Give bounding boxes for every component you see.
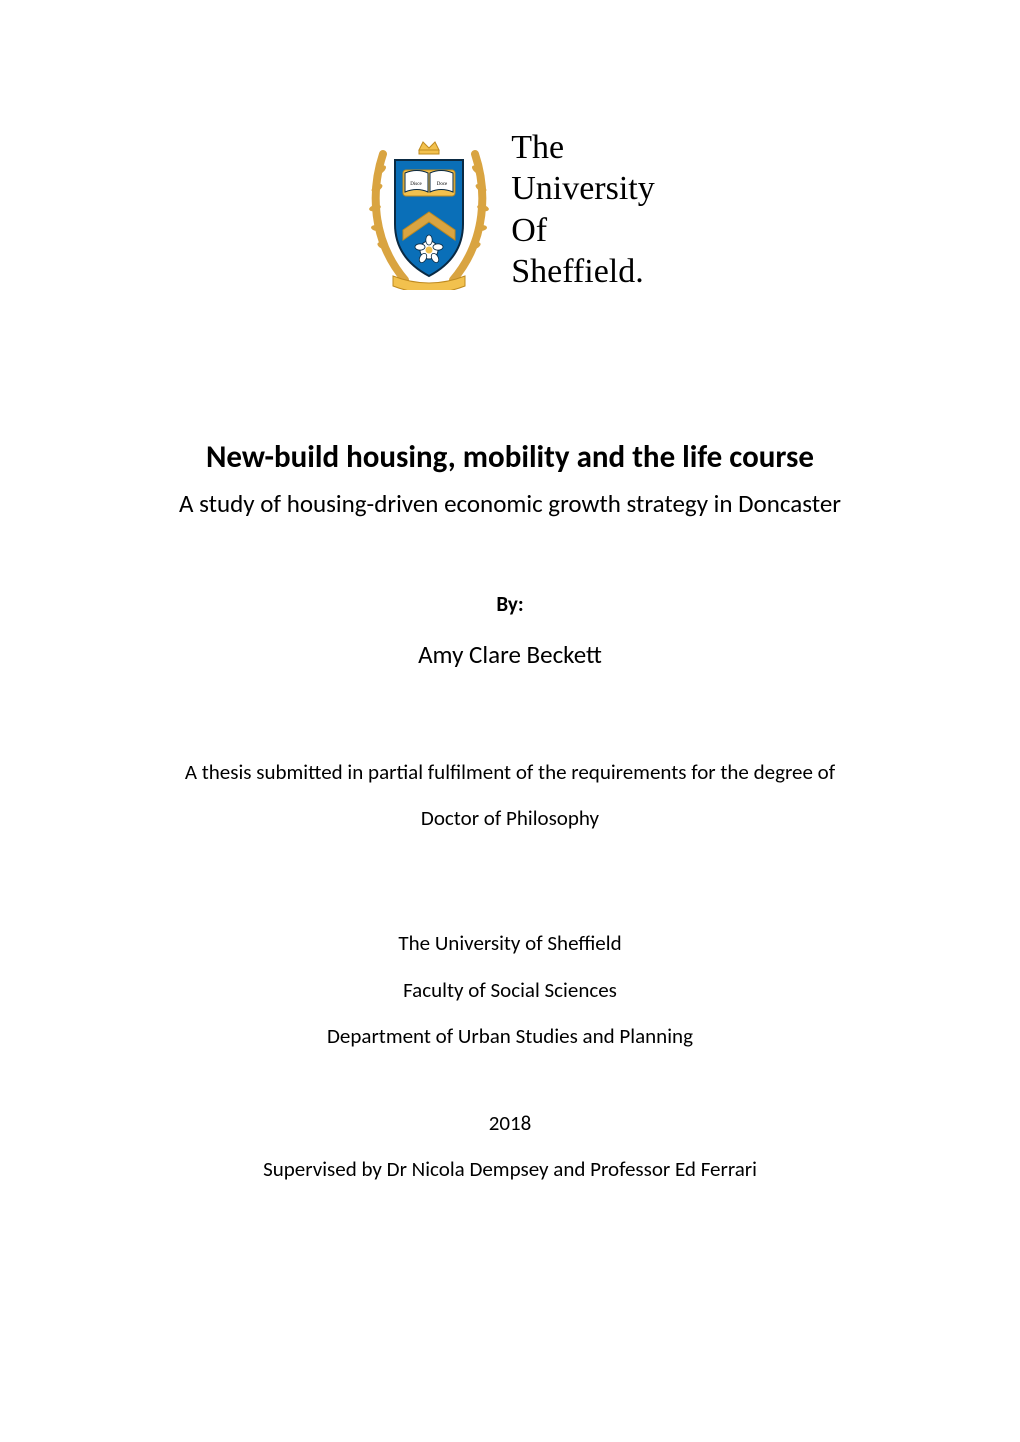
logo-line-2: University — [511, 168, 655, 209]
supervision: Supervised by Dr Nicola Dempsey and Prof… — [110, 1153, 910, 1186]
thesis-title: New-build housing, mobility and the life… — [110, 438, 910, 476]
affiliation-university: The University of Sheffield — [110, 927, 910, 960]
by-label: By: — [110, 591, 910, 617]
university-logo-text: The University Of Sheffield. — [511, 127, 655, 293]
motto-right: Doce — [437, 182, 448, 187]
affiliation-department: Department of Urban Studies and Planning — [110, 1020, 910, 1053]
thesis-title-page: Disce Doce — [0, 0, 1020, 1442]
logo-line-3: Of — [511, 210, 655, 251]
university-logo: Disce Doce — [110, 127, 910, 293]
affiliation-faculty: Faculty of Social Sciences — [110, 974, 910, 1007]
logo-line-4: Sheffield. — [511, 251, 655, 292]
university-crest-icon: Disce Doce — [365, 130, 493, 290]
submission-line-1: A thesis submitted in partial fulfilment… — [110, 756, 910, 789]
motto-left: Disce — [411, 182, 423, 187]
author-name: Amy Clare Beckett — [110, 639, 910, 670]
year: 2018 — [110, 1107, 910, 1140]
open-book: Disce Doce — [403, 170, 455, 196]
crown-icon — [419, 142, 439, 154]
thesis-subtitle: A study of housing-driven economic growt… — [110, 488, 910, 519]
logo-line-1: The — [511, 127, 655, 168]
submission-line-2: Doctor of Philosophy — [110, 802, 910, 835]
